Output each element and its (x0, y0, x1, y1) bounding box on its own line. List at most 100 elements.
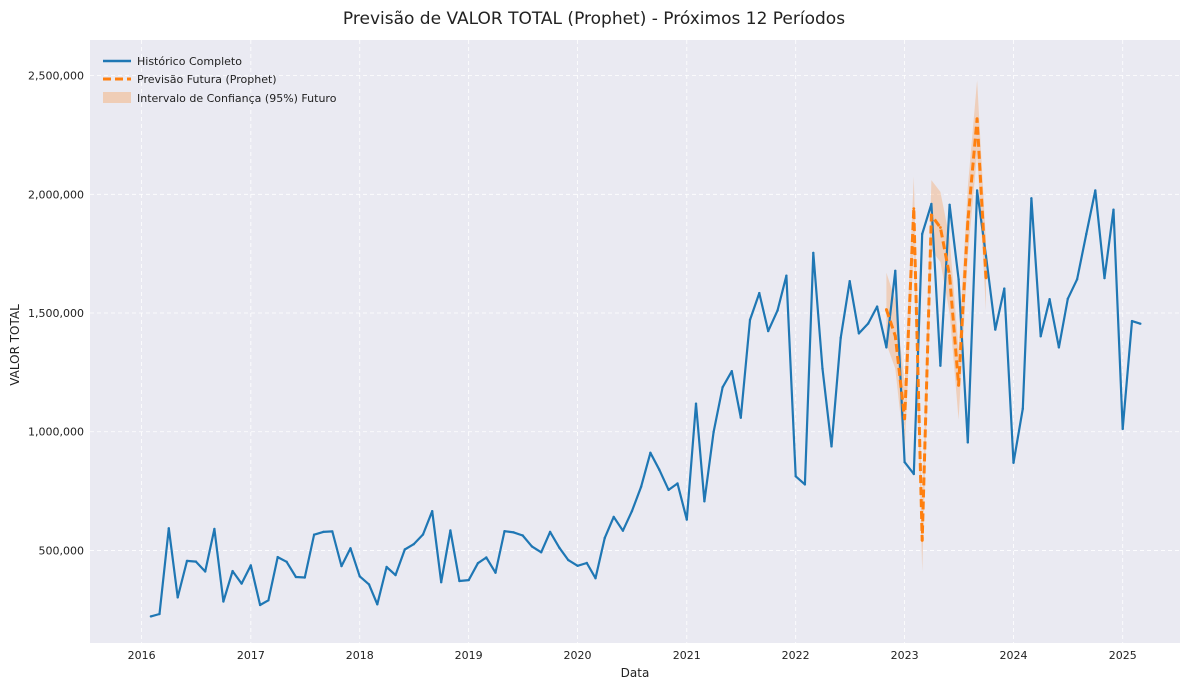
forecast-data-point (939, 226, 942, 229)
history-data-point (449, 529, 452, 532)
history-data-point (213, 527, 216, 531)
history-data-point (222, 600, 225, 603)
history-data-point (558, 546, 561, 549)
history-data-point (685, 518, 688, 521)
x-tick-label: 2017 (237, 649, 265, 662)
history-data-point (412, 543, 415, 546)
history-data-point (712, 430, 715, 434)
y-tick-label: 2,000,000 (28, 188, 84, 201)
forecast-data-point (984, 276, 988, 280)
history-data-point (1021, 407, 1024, 410)
x-tick-label: 2016 (128, 649, 156, 662)
history-data-point (458, 579, 461, 583)
history-data-point (185, 559, 189, 563)
history-data-point (1139, 322, 1142, 325)
history-data-point (758, 291, 761, 295)
history-data-point (349, 547, 352, 550)
history-data-point (312, 533, 316, 536)
history-data-point (158, 612, 161, 616)
history-data-point (739, 416, 742, 419)
x-tick-label: 2025 (1109, 649, 1137, 662)
history-data-point (903, 460, 906, 464)
history-data-point (294, 575, 298, 579)
history-data-point (594, 577, 597, 580)
history-data-point (431, 510, 434, 513)
history-data-point (939, 364, 942, 367)
history-data-point (894, 269, 897, 272)
history-data-point (476, 562, 480, 565)
history-data-point (885, 346, 888, 349)
history-data-point (421, 533, 425, 536)
history-data-point (930, 202, 933, 206)
history-data-point (1030, 197, 1033, 200)
history-data-point (721, 386, 724, 389)
chart-title: Previsão de VALOR TOTAL (Prophet) - Próx… (343, 9, 845, 29)
history-data-point (966, 441, 969, 444)
history-data-point (921, 232, 924, 236)
history-data-point (176, 596, 179, 599)
legend-label-interval: Intervalo de Confiança (95%) Futuro (137, 92, 337, 105)
history-data-point (331, 530, 334, 533)
history-data-point (512, 531, 515, 534)
history-data-point (467, 578, 470, 582)
history-data-point (385, 565, 388, 569)
x-axis-label: Data (621, 666, 650, 680)
history-data-point (785, 274, 788, 277)
history-data-point (803, 483, 807, 486)
history-data-point (839, 336, 842, 340)
history-data-point (748, 318, 752, 322)
history-data-point (948, 203, 951, 206)
history-data-point (857, 332, 861, 335)
history-data-point (149, 615, 153, 618)
history-data-point (1075, 278, 1079, 281)
x-tick-label: 2019 (455, 649, 483, 662)
y-tick-label: 1,000,000 (28, 426, 84, 439)
history-data-point (540, 551, 543, 554)
history-data-point (276, 555, 279, 559)
history-data-point (1057, 346, 1061, 349)
plot-area (90, 40, 1180, 643)
history-data-point (1130, 319, 1134, 323)
history-data-point (821, 367, 824, 370)
history-data-point (1112, 208, 1115, 211)
history-data-point (676, 482, 679, 485)
history-data-point (703, 500, 706, 503)
forecast-data-point (912, 207, 916, 211)
history-data-point (503, 530, 506, 533)
history-data-point (376, 603, 379, 606)
history-data-point (621, 529, 625, 532)
forecast-data-point (903, 417, 906, 421)
history-data-point (1039, 335, 1042, 338)
x-tick-label: 2021 (673, 649, 701, 662)
forecast-series-line (884, 117, 988, 542)
x-tick-label: 2024 (1000, 649, 1028, 662)
forecast-data-point (948, 274, 951, 278)
history-data-point (612, 515, 615, 519)
forecast-data-point (957, 383, 960, 387)
history-data-point (303, 576, 306, 579)
history-data-point (1121, 427, 1124, 431)
history-data-point (776, 309, 779, 312)
series-layer (149, 117, 1142, 618)
history-data-point (1103, 276, 1106, 280)
forecast-data-point (920, 538, 924, 542)
history-data-point (358, 575, 361, 578)
history-series-line (150, 189, 1141, 618)
legend-swatch-interval (103, 92, 131, 103)
legend-label-forecast: Previsão Futura (Prophet) (137, 73, 277, 86)
x-tick-label: 2018 (346, 649, 374, 662)
history-data-point (984, 254, 988, 258)
history-data-point (403, 548, 406, 551)
history-data-point (567, 558, 570, 562)
history-data-point (322, 530, 325, 534)
forecast-data-point (893, 334, 897, 338)
history-data-point (639, 485, 643, 488)
history-data-point (204, 570, 207, 573)
history-data-point (340, 564, 343, 568)
history-data-point (603, 536, 606, 540)
history-data-point (231, 569, 234, 573)
history-data-point (494, 571, 497, 574)
history-data-point (767, 329, 770, 333)
history-data-point (285, 560, 288, 563)
